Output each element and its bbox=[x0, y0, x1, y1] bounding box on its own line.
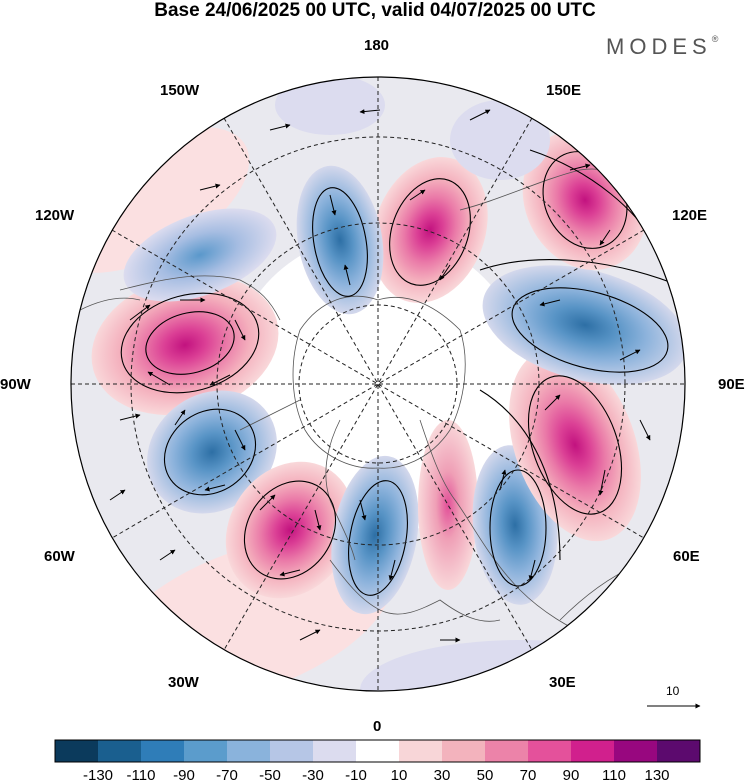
map-title: Base 24/06/2025 00 UTC, valid 04/07/2025… bbox=[154, 0, 596, 21]
lon-label-90w: 90W bbox=[0, 376, 31, 393]
colorbar-tick-label: -50 bbox=[259, 767, 281, 784]
colorbar-swatch bbox=[55, 740, 99, 762]
colorbar-swatch bbox=[442, 740, 486, 762]
colorbar-tick-label: -10 bbox=[345, 767, 367, 784]
lon-label-90e: 90E bbox=[718, 376, 745, 393]
colorbar-tick-label: 130 bbox=[644, 767, 670, 784]
weak-negative-180 bbox=[275, 77, 385, 135]
colorbar-swatch bbox=[227, 740, 271, 762]
lon-label-60e: 60E bbox=[673, 548, 700, 565]
colorbar-swatch bbox=[614, 740, 658, 762]
colorbar-swatch bbox=[184, 740, 228, 762]
map-disk bbox=[71, 77, 685, 691]
wind-vectors bbox=[109, 109, 667, 643]
lon-label-30w: 30W bbox=[168, 674, 199, 691]
positive-anomaly-10e bbox=[418, 420, 478, 590]
colorbar-swatch bbox=[356, 740, 400, 762]
brand-registered-mark: ® bbox=[711, 34, 719, 44]
lon-label-120e: 120E bbox=[672, 207, 708, 224]
lon-label-30e: 30E bbox=[549, 674, 576, 691]
lon-label-180: 180 bbox=[364, 37, 390, 54]
reference-vector-value: 10 bbox=[666, 684, 680, 698]
colorbar-tick-label: -30 bbox=[302, 767, 324, 784]
weak-negative-150e bbox=[450, 100, 550, 180]
modes-logo: MODES® bbox=[606, 34, 718, 60]
negative-anomaly-95e bbox=[482, 265, 685, 385]
lon-label-150e: 150E bbox=[546, 82, 582, 99]
colorbar-swatch bbox=[571, 740, 615, 762]
colorbar-tick-label: -90 bbox=[173, 767, 195, 784]
colorbar-tick-label: -130 bbox=[82, 767, 114, 784]
colorbar-tick-label: 30 bbox=[433, 767, 451, 784]
graticule bbox=[71, 77, 685, 691]
map-boundary bbox=[70, 76, 686, 692]
colorbar-tick-label: 90 bbox=[562, 767, 580, 784]
colorbar-swatch bbox=[399, 740, 443, 762]
lon-label-60w: 60W bbox=[44, 548, 75, 565]
negative-anomaly-15w bbox=[331, 455, 419, 615]
negative-anomaly-165w bbox=[296, 165, 384, 315]
colorbar-tick-label: -110 bbox=[126, 767, 156, 784]
colorbar bbox=[54, 739, 701, 763]
lon-label-150w: 150W bbox=[160, 82, 200, 99]
brand-text: MODES bbox=[606, 34, 712, 59]
colorbar-swatch bbox=[270, 740, 314, 762]
colorbar-swatch bbox=[141, 740, 185, 762]
colorbar-swatch bbox=[98, 740, 142, 762]
negative-anomaly-70w bbox=[147, 390, 277, 514]
lon-label-120w: 120W bbox=[35, 207, 75, 224]
positive-anomaly-40w bbox=[225, 461, 355, 599]
lon-label-0: 0 bbox=[373, 718, 382, 735]
colorbar-swatch bbox=[313, 740, 357, 762]
positive-anomaly-75e bbox=[509, 348, 641, 542]
colorbar-swatch bbox=[657, 740, 701, 762]
positive-anomaly-165e bbox=[372, 157, 488, 303]
negative-anomaly-130w bbox=[123, 208, 277, 302]
colorbar-border bbox=[54, 739, 701, 763]
colorbar-tick-label: 50 bbox=[476, 767, 494, 784]
colorbar-swatch bbox=[528, 740, 572, 762]
colorbar-tick-label: -70 bbox=[216, 767, 238, 784]
positive-anomaly-95w bbox=[91, 274, 279, 416]
colorbar-swatch bbox=[485, 740, 529, 762]
colorbar-tick-label: 70 bbox=[519, 767, 537, 784]
colorbar-tick-label: 110 bbox=[602, 767, 626, 784]
colorbar-tick-label: 10 bbox=[390, 767, 408, 784]
